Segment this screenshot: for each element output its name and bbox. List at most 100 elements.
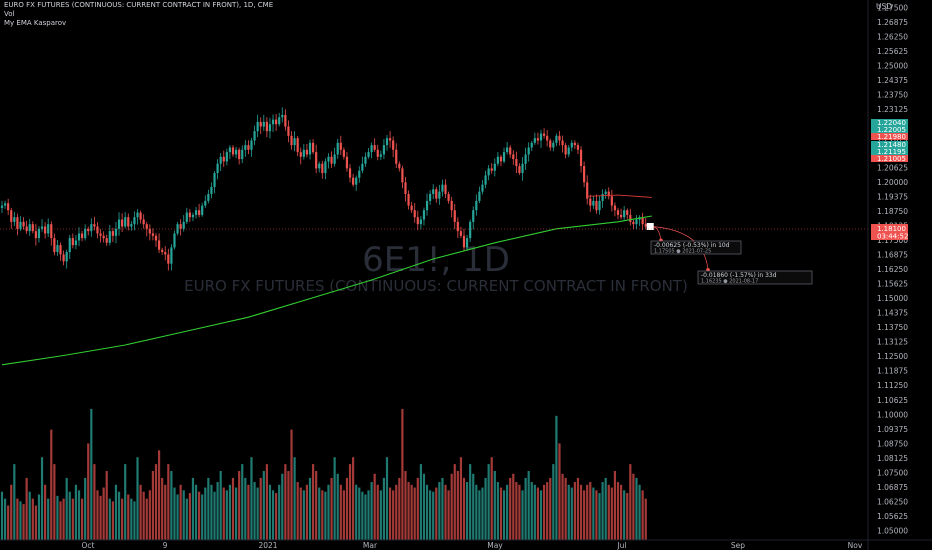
candle xyxy=(241,145,244,164)
price-tick-32: 1.07500 xyxy=(877,468,908,477)
candle xyxy=(539,129,543,148)
volume-bar xyxy=(117,491,121,540)
candle xyxy=(429,190,432,205)
volume-bar xyxy=(10,484,13,540)
volume-bar xyxy=(216,482,219,540)
volume-bar xyxy=(364,494,367,540)
candle xyxy=(194,207,198,219)
candle xyxy=(385,134,389,151)
volume-bar xyxy=(567,484,570,540)
volume-bar xyxy=(19,501,22,540)
volume-bar xyxy=(256,487,259,540)
candle xyxy=(275,114,278,131)
candle xyxy=(262,114,265,131)
volume-bar xyxy=(392,490,395,540)
candle xyxy=(392,136,395,158)
price-tick-27: 1.10625 xyxy=(877,396,908,405)
candle xyxy=(336,138,339,159)
volume-bar xyxy=(521,490,524,540)
candle xyxy=(84,224,87,241)
candle xyxy=(478,186,481,204)
volume-bar xyxy=(7,505,10,540)
volume-bar xyxy=(173,487,176,540)
volume-bar xyxy=(25,477,28,540)
candle xyxy=(472,206,475,230)
candle xyxy=(127,213,130,231)
volume-bar xyxy=(641,490,644,540)
candle xyxy=(555,133,558,147)
price-axis[interactable] xyxy=(868,0,932,540)
candle xyxy=(570,140,573,152)
candle xyxy=(613,202,617,217)
candle xyxy=(37,226,41,243)
volume-bar xyxy=(487,464,490,540)
time-tick-5: Jul xyxy=(616,541,626,550)
volume-bar xyxy=(311,464,315,540)
candles xyxy=(0,107,647,271)
volume-bar xyxy=(601,482,604,540)
indicator-ema-label[interactable]: My EMA Kasparov xyxy=(4,19,67,27)
volume-bar xyxy=(407,482,410,540)
volume-bar xyxy=(616,482,620,540)
candle xyxy=(68,234,71,260)
volume-bar xyxy=(281,473,284,540)
candle xyxy=(28,219,31,236)
volume-bar xyxy=(604,477,607,540)
candle xyxy=(40,219,44,232)
indicator-vol-label[interactable]: Vol xyxy=(4,10,15,18)
candle xyxy=(435,186,438,203)
candle xyxy=(238,147,241,165)
volume-bar xyxy=(644,498,647,540)
volume-bar xyxy=(37,494,41,540)
candle xyxy=(56,240,59,256)
candle xyxy=(302,144,305,160)
candle xyxy=(102,231,105,243)
candle xyxy=(244,140,247,157)
candle xyxy=(502,147,506,164)
candle xyxy=(22,217,25,230)
candle xyxy=(573,140,576,149)
projection-change: -0.01860 (-1.57%) in 33d xyxy=(701,272,777,279)
volume-bar xyxy=(595,490,598,540)
candle xyxy=(339,135,342,155)
candle xyxy=(583,161,586,188)
price-tick-14: 1.18750 xyxy=(877,207,908,216)
candle xyxy=(564,142,567,159)
candle xyxy=(604,189,607,199)
price-tick-18: 1.16250 xyxy=(877,265,908,274)
volume-bar xyxy=(555,415,558,540)
candle xyxy=(626,208,629,220)
price-tick-36: 1.05000 xyxy=(877,527,908,536)
volume-bar xyxy=(506,484,509,540)
candle xyxy=(80,230,84,242)
candle xyxy=(290,131,293,150)
candle xyxy=(395,143,398,168)
projection-anchor[interactable] xyxy=(646,222,654,230)
price-tick-30: 1.08750 xyxy=(877,439,908,448)
candle xyxy=(284,109,287,131)
candle xyxy=(607,187,610,200)
volume-bar xyxy=(339,484,342,540)
time-axis[interactable]: Oct 9 2021 Mar May Jul Sep Nov xyxy=(82,541,863,550)
volume-bar xyxy=(352,457,355,540)
candle xyxy=(641,212,644,231)
volume-bar xyxy=(87,443,90,540)
volume-bar xyxy=(210,484,213,540)
volume-bar xyxy=(124,464,127,540)
volume-bar xyxy=(493,471,496,540)
price-tick-22: 1.13750 xyxy=(877,323,908,332)
volume-bar xyxy=(133,501,136,540)
candle xyxy=(151,228,155,241)
volume-bar xyxy=(539,490,543,540)
candle xyxy=(114,221,118,244)
candle xyxy=(358,166,361,183)
candle xyxy=(509,145,512,159)
volume-bar xyxy=(527,471,530,540)
volume-bar xyxy=(373,473,376,540)
candle xyxy=(586,175,589,205)
volume-bar xyxy=(0,491,4,540)
volume-bar xyxy=(478,490,481,540)
